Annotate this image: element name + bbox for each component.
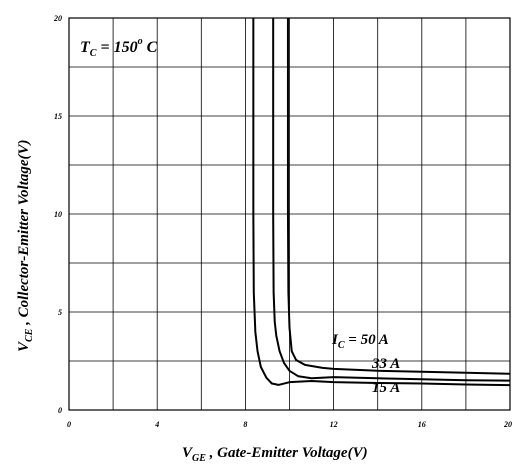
series-line-15a bbox=[252, 18, 511, 387]
y-tick-label: 10 bbox=[54, 210, 62, 219]
x-axis-label-sub: GE bbox=[192, 453, 206, 464]
condition-main: T bbox=[80, 39, 91, 56]
x-tick-label: 12 bbox=[330, 420, 338, 429]
y-tick-label: 5 bbox=[58, 308, 62, 317]
grid bbox=[69, 18, 510, 410]
y-axis-label-rest: , Collector-Emitter Voltage(V) bbox=[16, 139, 32, 328]
x-tick-label: 0 bbox=[67, 420, 71, 429]
condition-degree: o bbox=[138, 36, 143, 47]
y-tick-label: 15 bbox=[54, 112, 62, 121]
x-axis-label-main: V bbox=[182, 445, 194, 461]
condition-sub: C bbox=[90, 48, 97, 59]
x-tick-label: 16 bbox=[418, 420, 426, 429]
y-axis-label-sub: CE bbox=[24, 328, 35, 342]
curves bbox=[252, 18, 511, 387]
tick-labels: 0 4 8 12 16 20 0 5 10 15 20 bbox=[53, 14, 512, 429]
x-tick-label: 4 bbox=[154, 420, 159, 429]
curve-label-50a: IC = 50 A bbox=[331, 332, 389, 351]
condition-label: TC = 150o C bbox=[80, 36, 158, 59]
x-axis-label-rest: , Gate-Emitter Voltage(V) bbox=[206, 445, 368, 461]
curve-label-50a-prefix: I bbox=[331, 332, 339, 348]
y-axis-label-main: V bbox=[16, 340, 32, 352]
x-tick-label: 20 bbox=[503, 420, 512, 429]
x-axis-label: VGE , Gate-Emitter Voltage(V) bbox=[182, 445, 368, 464]
condition-unit: C bbox=[143, 39, 158, 56]
x-tick-label: 8 bbox=[243, 420, 247, 429]
y-axis-label: VCE , Collector-Emitter Voltage(V) bbox=[16, 139, 35, 352]
curve-label-33a: 33 A bbox=[371, 356, 400, 372]
curve-label-50a-text: = 50 A bbox=[345, 332, 389, 348]
series-line-33a bbox=[272, 18, 511, 382]
y-tick-label: 0 bbox=[58, 406, 62, 415]
y-tick-label: 20 bbox=[53, 14, 62, 23]
series-line-50a bbox=[286, 18, 511, 375]
curve-label-15a: 15 A bbox=[372, 380, 400, 396]
curve-label-50a-sub: C bbox=[338, 340, 345, 351]
condition-value: = 150 bbox=[96, 39, 137, 56]
